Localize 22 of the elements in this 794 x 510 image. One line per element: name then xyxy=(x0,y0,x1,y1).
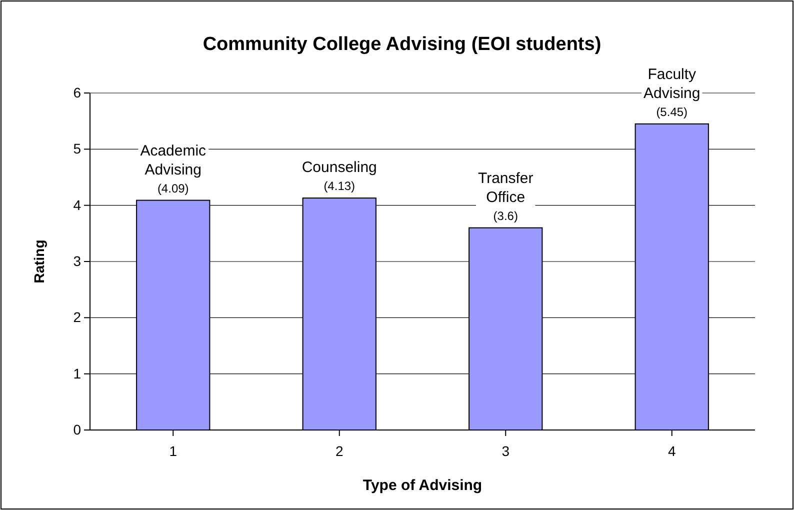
x-axis-title: Type of Advising xyxy=(362,477,482,494)
data-label: (5.45) xyxy=(656,104,688,119)
y-tick-label: 6 xyxy=(73,84,82,100)
y-tick-label: 2 xyxy=(73,309,82,326)
x-tick-label: 2 xyxy=(335,442,344,459)
y-tick-label: 3 xyxy=(73,252,82,269)
chart-title: Community College Advising (EOI students) xyxy=(202,34,602,55)
data-label: (3.6) xyxy=(493,208,518,223)
annotation: Counseling xyxy=(302,159,377,176)
data-label: (4.09) xyxy=(157,181,189,196)
annotation: Transfer Office xyxy=(478,170,534,206)
y-tick-label: 0 xyxy=(73,421,82,438)
x-tick-label: 4 xyxy=(668,442,676,459)
x-tick-label: 1 xyxy=(169,442,178,459)
y-tick-label: 1 xyxy=(73,365,82,382)
y-tick-label: 5 xyxy=(73,140,82,157)
y-axis-title: Rating xyxy=(31,240,47,284)
annotation: Faculty Advising xyxy=(644,66,700,102)
x-tick-label: 3 xyxy=(502,442,510,459)
y-tick-label: 4 xyxy=(73,196,82,213)
data-label: (4.13) xyxy=(324,179,356,194)
annotation: Academic Advising xyxy=(140,142,207,178)
